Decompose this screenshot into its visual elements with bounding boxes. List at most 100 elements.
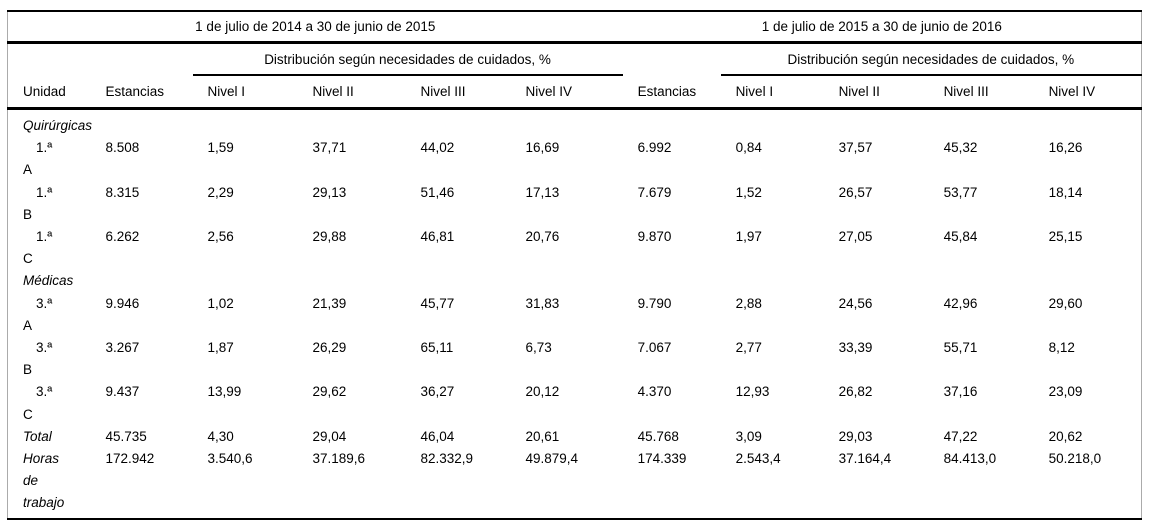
value-cell: 7.679 (637, 184, 672, 200)
value-cell: 6,73 (525, 340, 552, 356)
unit-label: 3.ª C (23, 384, 53, 422)
value-cell: 0,84 (735, 140, 762, 156)
value-cell: 1,52 (735, 184, 762, 200)
data-row: 3.ª C 9.437 13,99 29,62 36,27 20,12 4.370 12,93 2… (8, 381, 1142, 425)
value-cell: 172.942 (90, 448, 193, 520)
data-row: Horas de trabajo 172.942 3.540,6 37.189,6 82.3… (7, 448, 1142, 520)
col-header-nivel-iii-1: Nivel III (405, 75, 511, 110)
value-cell: 26,29 (312, 340, 347, 356)
value-cell: 2,56 (207, 229, 234, 245)
value-cell: 20,76 (525, 229, 560, 245)
period2-header: 1 de julio de 2015 a 30 de junio de 2016 (622, 10, 1142, 44)
value-cell: 47,22 (943, 428, 978, 444)
value-cell: 18,14 (1048, 184, 1083, 200)
value-cell: 1,87 (207, 340, 234, 356)
unit-label: Quirúrgicas (23, 118, 93, 133)
value-cell: 1,97 (735, 229, 762, 245)
value-cell: 27,05 (838, 229, 873, 245)
unit-label: 3.ª B (23, 340, 53, 378)
value-cell: 12,93 (735, 384, 770, 400)
value-cell: 8,12 (1048, 340, 1075, 356)
value-cell: 24,56 (838, 295, 873, 311)
value-cell: 3.540,6 (192, 448, 298, 520)
value-cell: 6.992 (637, 140, 672, 156)
value-cell: 51,46 (420, 184, 455, 200)
value-cell: 65,11 (420, 340, 454, 356)
value-cell: 1,59 (207, 140, 234, 156)
value-cell: 3.267 (105, 340, 140, 356)
unit-label: Médicas (23, 273, 74, 289)
value-cell: 55,71 (943, 340, 978, 356)
value-cell: 1,02 (207, 295, 234, 311)
value-cell: 9.870 (637, 229, 672, 245)
value-cell: 4,30 (207, 428, 234, 444)
empty-cell (91, 109, 1142, 138)
value-cell: 13,99 (207, 384, 242, 400)
distribution-header-right: Distribución según necesidades de cuidad… (720, 42, 1142, 76)
period-header-row: 1 de julio de 2014 a 30 de junio de 2015… (7, 10, 1142, 44)
value-cell: 23,09 (1048, 384, 1083, 400)
value-cell: 49.879,4 (510, 448, 623, 520)
value-cell: 33,39 (838, 340, 873, 356)
value-cell: 37,71 (312, 140, 347, 156)
data-row: 1.ª C 6.262 2,56 29,88 46,81 20,76 9.870 1,97 27,… (8, 226, 1142, 270)
value-cell: 6.262 (105, 229, 140, 245)
distribution-header-left: Distribución según necesidades de cuidad… (192, 42, 623, 76)
value-cell: 2,77 (735, 340, 762, 356)
value-cell: 8.315 (105, 184, 140, 200)
value-cell: 8.508 (105, 140, 140, 156)
value-cell: 29,62 (312, 384, 347, 400)
value-cell: 2,29 (207, 184, 234, 200)
stays-distribution-table: 1 de julio de 2014 a 30 de junio de 2015… (7, 10, 1143, 520)
unit-label: 1.ª C (23, 229, 53, 267)
value-cell: 46,04 (420, 428, 455, 444)
value-cell: 46,81 (420, 229, 455, 245)
value-cell: 37.164,4 (823, 448, 929, 520)
value-cell: 16,26 (1048, 140, 1083, 156)
value-cell: 37,16 (943, 384, 978, 400)
value-cell: 36,27 (420, 384, 455, 400)
value-cell: 45.768 (637, 428, 679, 444)
value-cell: 2.543,4 (720, 448, 824, 520)
value-cell: 9.437 (105, 384, 140, 400)
col-header-estancias-2: Estancias (622, 75, 721, 110)
value-cell: 29,03 (838, 428, 873, 444)
spacer-cell (623, 43, 721, 76)
spacer-cell (8, 43, 193, 76)
value-cell: 3,09 (735, 428, 762, 444)
value-cell: 20,61 (525, 428, 560, 444)
col-header-nivel-iv-2: Nivel IV (1033, 75, 1142, 110)
value-cell: 21,39 (312, 295, 347, 311)
unit-label: Total (23, 428, 52, 444)
col-header-nivel-i-2: Nivel I (720, 75, 824, 110)
value-cell: 17,13 (525, 184, 560, 200)
section-row: Médicas (8, 270, 1142, 292)
value-cell: 45.735 (105, 428, 147, 444)
col-header-nivel-ii-1: Nivel II (297, 75, 406, 110)
col-header-estancias-1: Estancias (90, 75, 193, 110)
value-cell: 50.218,0 (1033, 448, 1142, 520)
value-cell: 2,88 (735, 295, 762, 311)
data-row: 1.ª B 8.315 2,29 29,13 51,46 17,13 7.679 1,52 26,… (8, 182, 1142, 226)
value-cell: 45,32 (943, 140, 978, 156)
value-cell: 25,15 (1048, 229, 1083, 245)
distribution-header-row: Distribución según necesidades de cuidad… (8, 42, 1142, 76)
value-cell: 20,62 (1048, 428, 1083, 444)
value-cell: 42,96 (943, 295, 978, 311)
unit-label: 1.ª A (23, 140, 53, 178)
data-row: 3.ª A 9.946 1,02 21,39 45,77 31,83 9.790 2,88 24,… (8, 293, 1142, 337)
column-header-row: Unidad Estancias Nivel I Nivel II Nivel … (7, 75, 1142, 110)
value-cell: 29,60 (1048, 295, 1083, 311)
value-cell: 7.067 (637, 340, 672, 356)
value-cell: 82.332,9 (405, 448, 511, 520)
value-cell: 29,04 (312, 428, 347, 444)
value-cell: 9.946 (105, 295, 140, 311)
value-cell: 174.339 (622, 448, 721, 520)
value-cell: 9.790 (637, 295, 672, 311)
data-row: 1.ª A 8.508 1,59 37,71 44,02 16,69 6.992 0,84 37,… (8, 137, 1142, 181)
value-cell: 37,57 (838, 140, 873, 156)
empty-cell (91, 270, 1142, 292)
value-cell: 37.189,6 (297, 448, 406, 520)
value-cell: 44,02 (420, 140, 455, 156)
